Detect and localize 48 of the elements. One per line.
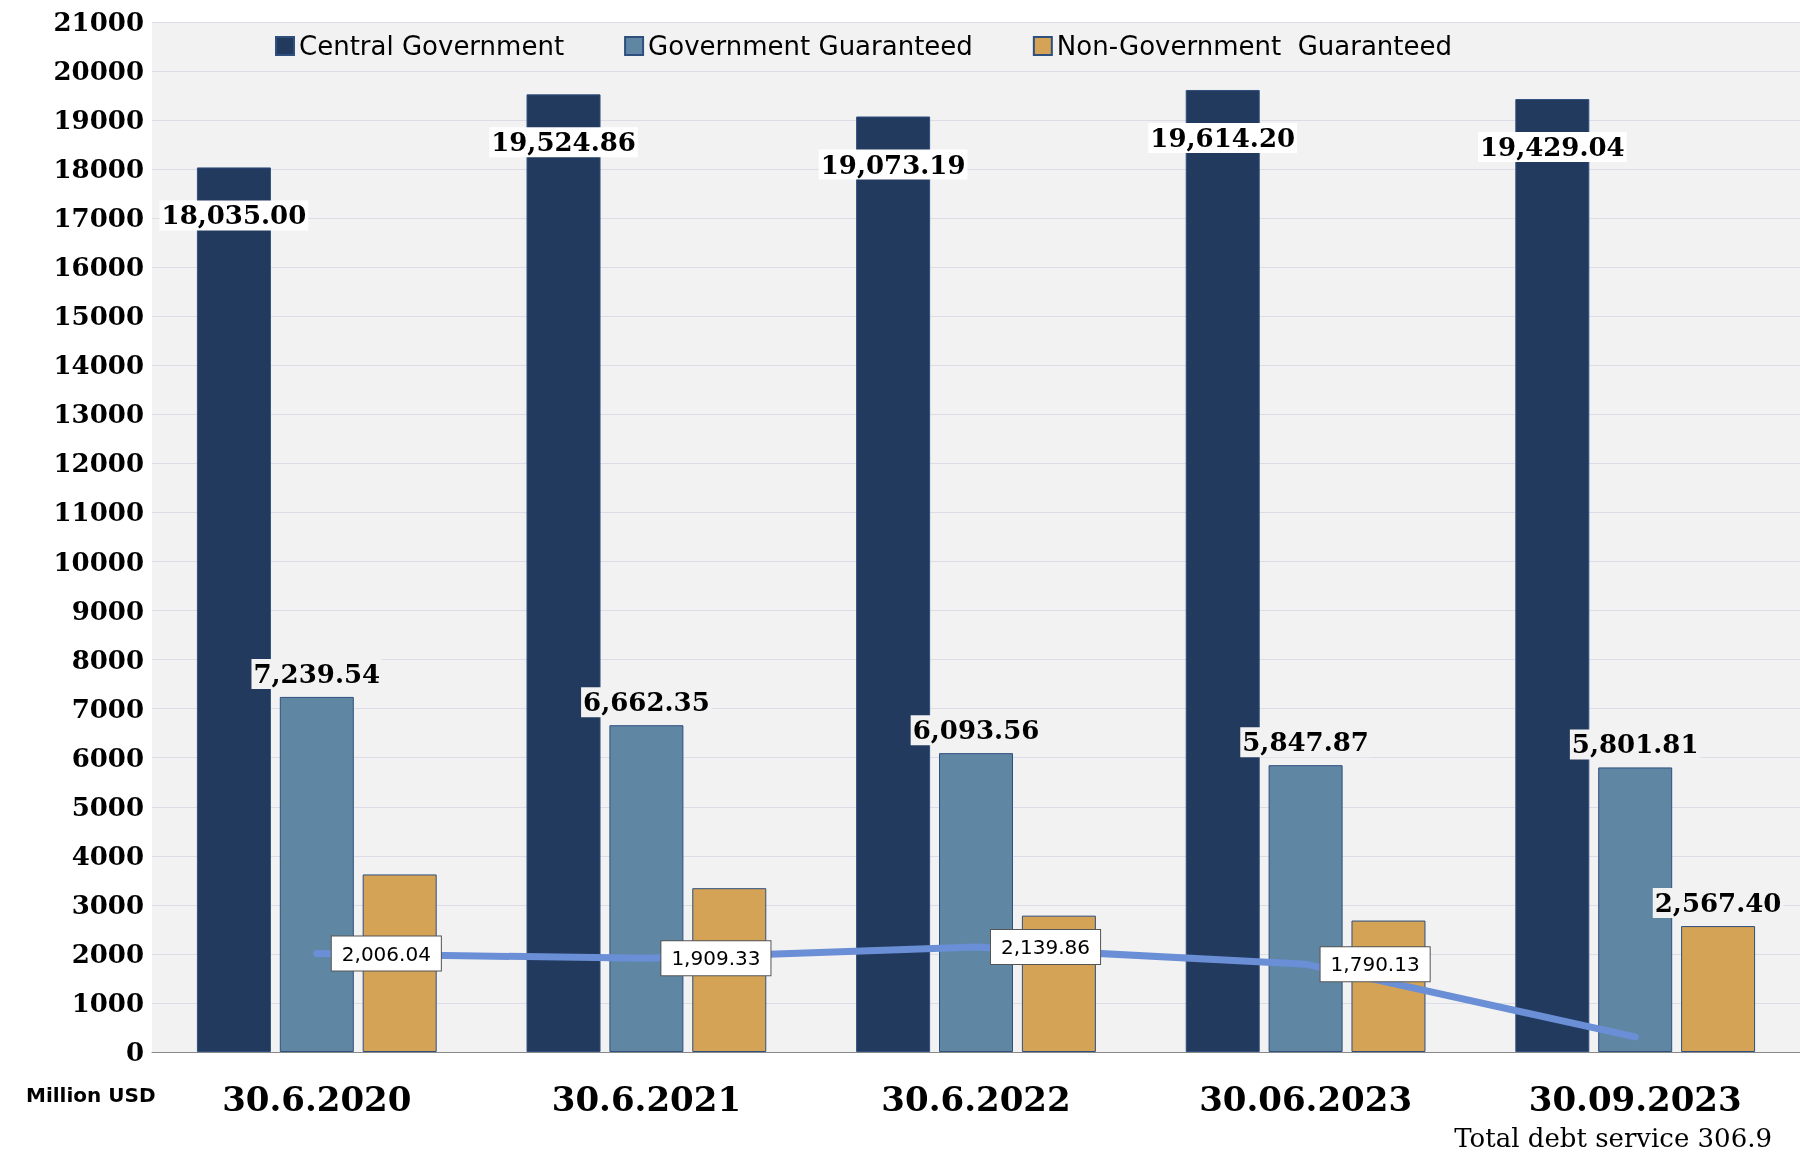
y-tick-label: 8000 — [71, 644, 144, 675]
y-tick-label: 16000 — [53, 252, 144, 283]
x-tick-label: 30.06.2023 — [1199, 1079, 1413, 1119]
y-tick-label: 15000 — [53, 301, 144, 332]
y-tick-label: 9000 — [71, 595, 144, 626]
x-tick-label: 30.6.2021 — [551, 1079, 742, 1119]
y-tick-label: 13000 — [53, 399, 144, 430]
y-tick-label: 17000 — [53, 203, 144, 234]
y-tick-label: 4000 — [71, 840, 144, 871]
data-label: 1,790.13 — [1330, 952, 1420, 977]
legend-label: Government Guaranteed — [648, 31, 973, 61]
text: Total debt service 306.9 — [1454, 1123, 1772, 1153]
y-tick-label: 5000 — [71, 791, 144, 822]
data-label: 18,035.00 — [161, 200, 307, 231]
data-label: 19,524.86 — [491, 127, 636, 158]
data-label: 19,614.20 — [1150, 122, 1296, 153]
data-label: 2,139.86 — [1001, 935, 1091, 960]
y-tick-label: 12000 — [53, 448, 144, 479]
data-label: 7,239.54 — [253, 658, 381, 689]
y-tick-label: 0 — [125, 1037, 144, 1067]
data-label: 6,093.56 — [912, 715, 1040, 746]
y-tick-label: 6000 — [71, 742, 144, 773]
y-tick-label: 2000 — [71, 938, 144, 969]
y-tick-label: 1000 — [71, 987, 144, 1018]
x-tick-label: 30.09.2023 — [1528, 1079, 1742, 1119]
y-tick-label: 3000 — [71, 889, 144, 920]
data-label: 2,567.40 — [1654, 888, 1782, 919]
legend-label: Central Government — [299, 31, 565, 61]
data-label: 5,801.81 — [1571, 729, 1699, 760]
data-label: 6,662.35 — [583, 687, 710, 718]
legend-label: Non-Government Guaranteed — [1056, 31, 1453, 61]
y-tick-label: 7000 — [71, 693, 144, 724]
x-tick-label: 30.6.2022 — [881, 1079, 1071, 1119]
y-tick-label: 10000 — [53, 546, 144, 577]
data-label: 19,073.19 — [820, 149, 966, 180]
data-label: 1,909.33 — [671, 946, 761, 971]
data-label: 2,006.04 — [341, 941, 431, 966]
y-tick-label: 20000 — [53, 56, 144, 87]
y-tick-label: 11000 — [53, 497, 144, 528]
y-tick-label: 19000 — [53, 105, 144, 136]
y-tick-label: 14000 — [53, 350, 144, 381]
data-label: 5,847.87 — [1242, 727, 1369, 758]
y-axis-title: Million USD — [26, 1083, 156, 1107]
x-tick-label: 30.6.2020 — [222, 1079, 412, 1119]
y-tick-label: 18000 — [53, 154, 144, 185]
data-label: 19,429.04 — [1479, 132, 1625, 163]
bar — [1681, 926, 1756, 1052]
y-tick-label: 21000 — [53, 7, 144, 37]
